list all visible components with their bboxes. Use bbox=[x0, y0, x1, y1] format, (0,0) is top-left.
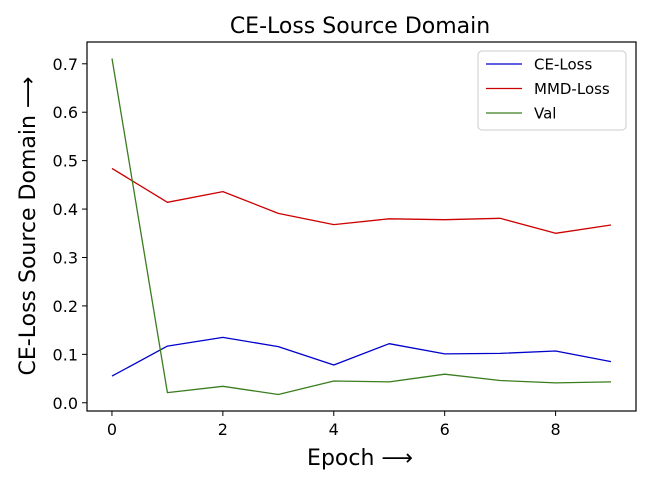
y-tick-label: 0.1 bbox=[53, 345, 78, 364]
plot-area bbox=[86, 41, 637, 412]
x-tick-label: 2 bbox=[218, 420, 228, 439]
x-tick-label: 8 bbox=[550, 420, 560, 439]
x-tick-label: 6 bbox=[440, 420, 450, 439]
legend-label-ce-loss: CE-Loss bbox=[534, 56, 592, 74]
y-axis-label: CE-Loss Source Domain ⟶ bbox=[16, 77, 41, 376]
y-tick-label: 0.5 bbox=[53, 152, 78, 171]
x-tick-label: 0 bbox=[107, 420, 117, 439]
legend-label-mmd-loss: MMD-Loss bbox=[534, 80, 610, 98]
chart-title: CE-Loss Source Domain bbox=[230, 14, 490, 39]
y-tick-label: 0.6 bbox=[53, 103, 78, 122]
series-line-mmd-loss bbox=[111, 167, 612, 234]
x-tick-label: 4 bbox=[329, 420, 339, 439]
legend-box bbox=[477, 50, 627, 131]
y-tick-label: 0.0 bbox=[53, 394, 78, 413]
series-lines bbox=[111, 58, 612, 396]
y-tick-label: 0.2 bbox=[53, 297, 78, 316]
legend-label-val: Val bbox=[534, 105, 556, 123]
x-axis: 0 2 4 6 8 bbox=[107, 411, 561, 439]
series-line-ce-loss bbox=[111, 336, 612, 377]
legend: CE-Loss MMD-Loss Val bbox=[477, 50, 627, 131]
y-axis: 0.0 0.1 0.2 0.3 0.4 0.5 0.6 0.7 bbox=[53, 55, 87, 413]
x-axis-label: Epoch ⟶ bbox=[307, 446, 413, 471]
y-tick-label: 0.4 bbox=[53, 200, 78, 219]
y-tick-label: 0.3 bbox=[53, 248, 78, 267]
y-tick-label: 0.7 bbox=[53, 55, 78, 74]
series-line-val bbox=[111, 58, 612, 396]
